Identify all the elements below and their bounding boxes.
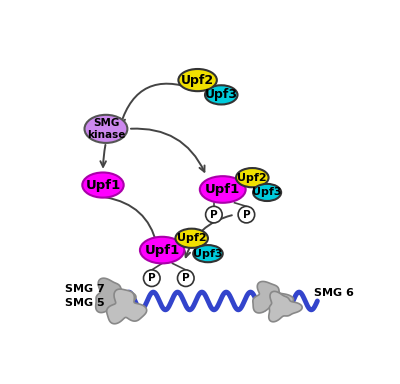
Text: Upf2: Upf2 [238, 173, 267, 183]
Text: P: P [210, 210, 218, 220]
Ellipse shape [84, 115, 127, 143]
Text: Upf3: Upf3 [252, 187, 282, 197]
Text: SMG 7: SMG 7 [64, 283, 104, 293]
Text: P: P [148, 273, 156, 283]
Polygon shape [253, 281, 294, 313]
Text: Upf2: Upf2 [177, 233, 206, 243]
Text: SMG
kinase: SMG kinase [87, 118, 125, 140]
Text: Upf1: Upf1 [85, 179, 121, 192]
Text: SMG 5: SMG 5 [64, 298, 104, 308]
Ellipse shape [200, 176, 246, 203]
Polygon shape [269, 291, 302, 322]
Ellipse shape [236, 168, 268, 187]
Ellipse shape [176, 228, 208, 248]
Text: Upf1: Upf1 [205, 183, 240, 196]
Polygon shape [107, 289, 147, 324]
Text: Upf3: Upf3 [193, 249, 223, 259]
Circle shape [238, 206, 255, 223]
Text: Upf2: Upf2 [181, 74, 214, 86]
Ellipse shape [205, 85, 238, 104]
Text: P: P [242, 210, 250, 220]
Ellipse shape [178, 69, 217, 91]
Text: SMG 6: SMG 6 [314, 288, 354, 298]
Ellipse shape [193, 245, 223, 262]
Ellipse shape [253, 184, 281, 201]
Ellipse shape [140, 237, 184, 263]
Text: Upf1: Upf1 [144, 243, 180, 257]
Circle shape [144, 270, 160, 286]
Circle shape [206, 206, 222, 223]
Ellipse shape [82, 172, 124, 198]
Text: P: P [182, 273, 190, 283]
Circle shape [178, 270, 194, 286]
Polygon shape [96, 278, 136, 313]
Text: Upf3: Upf3 [205, 88, 238, 101]
